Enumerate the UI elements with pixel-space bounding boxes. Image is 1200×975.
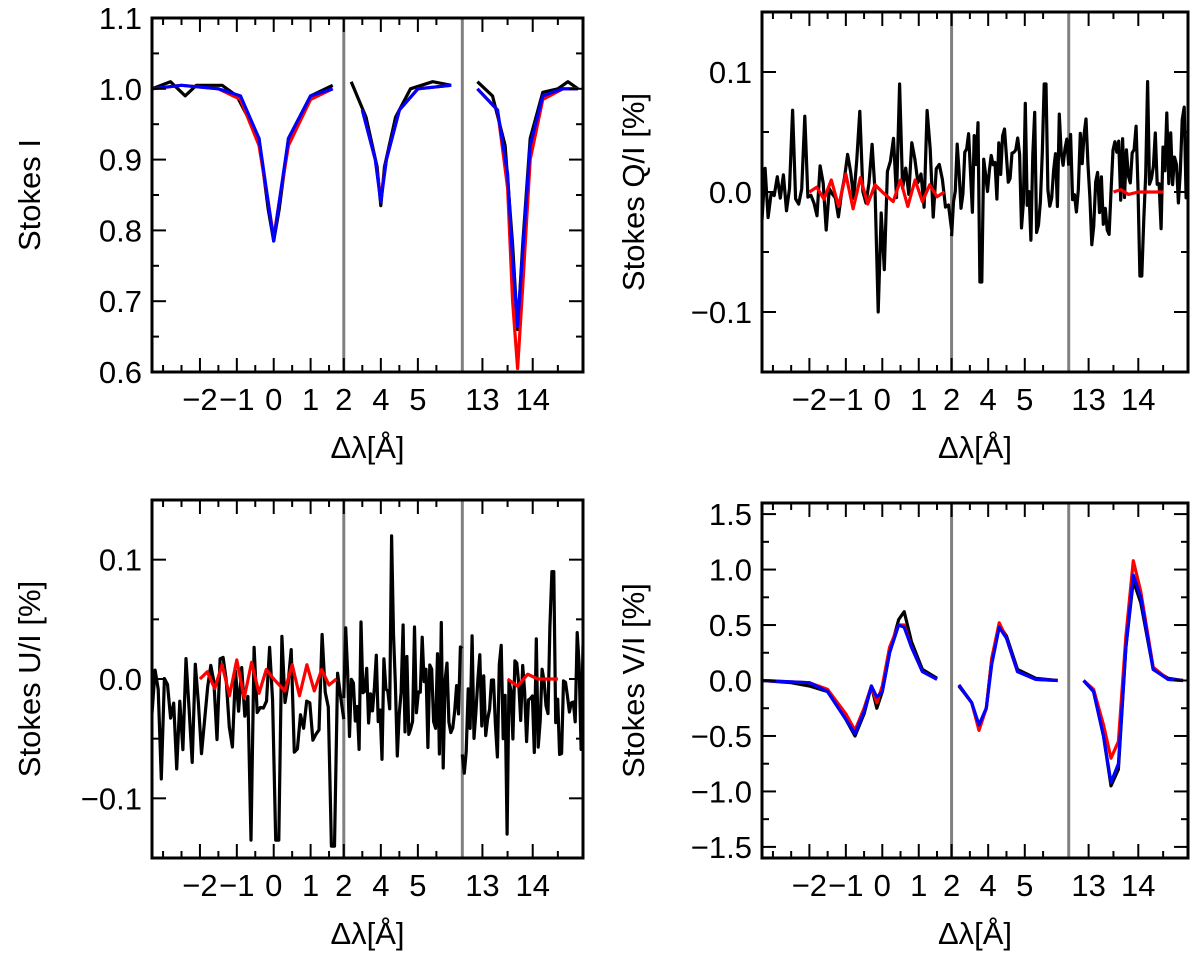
- y-tick-label: −1.0: [691, 774, 752, 809]
- x-tick-label: 14: [1121, 382, 1155, 417]
- x-tick-label: 4: [980, 868, 997, 903]
- series-fit-red: [808, 172, 1164, 211]
- x-tick-label: −1: [828, 868, 863, 903]
- x-tick-label: 0: [265, 868, 282, 903]
- x-tick-label: 13: [465, 382, 499, 417]
- x-tick-label: 2: [943, 868, 960, 903]
- series-group: [762, 559, 1184, 788]
- x-tick-label: 2: [335, 382, 352, 417]
- x-axis-title: Δλ[Å]: [938, 430, 1012, 465]
- y-axis-title: Stokes V/I [%]: [616, 583, 651, 778]
- series-fit-blue: [152, 83, 578, 328]
- y-tick-label: 0.8: [99, 213, 142, 248]
- y-axis-title: Stokes Q/I [%]: [616, 93, 651, 291]
- y-tick-label: 1.1: [99, 1, 142, 36]
- x-tick-label: 13: [1071, 868, 1105, 903]
- y-tick-label: 0.6: [99, 355, 142, 390]
- y-tick-label: 1.0: [99, 72, 142, 107]
- y-tick-label: 0.1: [99, 543, 142, 578]
- panel-stokes-v: −2 −1 0 1 2 4 5 13 14 −1.5 −1.0 −0.5 0.0 0.5 1.0 1.5 Δλ[…: [616, 497, 1190, 951]
- y-tick-label: 0.0: [709, 664, 752, 699]
- x-tick-label: 0: [265, 382, 282, 417]
- x-tick-label: 5: [409, 382, 426, 417]
- x-tick-label: 5: [409, 868, 426, 903]
- y-tick-label: −0.1: [81, 781, 142, 816]
- x-tick-label: 5: [1016, 382, 1033, 417]
- y-tick-label: −1.5: [691, 830, 752, 865]
- y-tick-label: 1.0: [709, 553, 752, 588]
- x-tick-label: 1: [910, 382, 927, 417]
- x-tick-label: 1: [302, 382, 319, 417]
- y-tick-label: 0.0: [99, 662, 142, 697]
- series-group: [762, 80, 1188, 314]
- x-tick-label: −2: [792, 868, 827, 903]
- series-group: [152, 534, 583, 848]
- y-axis-title: Stokes U/I [%]: [12, 581, 47, 777]
- x-tick-label: 13: [465, 868, 499, 903]
- x-axis-title: Δλ[Å]: [330, 916, 404, 951]
- x-tick-label: 0: [874, 382, 891, 417]
- panel-stokes-i: −2 −1 0 1 2 4 5 13 14 0.6 0.7 0.8 0.9 1.0 1.1 Δλ[Å] Stok…: [12, 1, 585, 465]
- y-tick-label: 0.9: [99, 143, 142, 178]
- y-tick-label: 1.5: [709, 497, 752, 532]
- x-tick-label: 14: [515, 868, 549, 903]
- x-tick-label: −1: [828, 382, 863, 417]
- series-fit-red: [152, 83, 578, 371]
- y-tick-label: 0.5: [709, 608, 752, 643]
- y-tick-label: −0.1: [691, 295, 752, 330]
- x-tick-label: 2: [335, 868, 352, 903]
- x-tick-label: 4: [980, 382, 997, 417]
- x-tick-label: 13: [1071, 382, 1105, 417]
- x-tick-label: −2: [792, 382, 827, 417]
- y-tick-label: −0.5: [691, 719, 752, 754]
- x-tick-label: 0: [874, 868, 891, 903]
- x-tick-label: 1: [910, 868, 927, 903]
- series-group: [152, 80, 579, 371]
- x-tick-label: 5: [1016, 868, 1033, 903]
- x-tick-label: 14: [1121, 868, 1155, 903]
- x-tick-label: −1: [219, 868, 254, 903]
- x-tick-label: −2: [182, 382, 217, 417]
- series-fit-red: [198, 658, 558, 700]
- x-axis-title: Δλ[Å]: [330, 430, 404, 465]
- y-tick-label: 0.0: [709, 175, 752, 210]
- y-axis-title: Stokes I: [12, 139, 47, 251]
- x-tick-label: −2: [182, 868, 217, 903]
- panel-stokes-u: −2 −1 0 1 2 4 5 13 14 −0.1 0.0 0.1 Δλ[Å] Stokes U/I […: [12, 498, 585, 951]
- x-tick-label: −1: [219, 382, 254, 417]
- y-tick-label: 0.1: [709, 55, 752, 90]
- panel-stokes-q: −2 −1 0 1 2 4 5 13 14 −0.1 0.0 0.1 Δλ[Å] Stokes Q/I […: [616, 10, 1190, 465]
- x-axis-title: Δλ[Å]: [938, 916, 1012, 951]
- x-tick-label: 14: [515, 382, 549, 417]
- x-tick-label: 4: [372, 868, 389, 903]
- series-observed: [762, 80, 1188, 314]
- x-tick-label: 2: [943, 382, 960, 417]
- series-fit-blue: [762, 573, 1184, 785]
- x-tick-label: 4: [372, 382, 389, 417]
- series-observed: [152, 534, 583, 848]
- x-tick-label: 1: [302, 868, 319, 903]
- y-tick-label: 0.7: [99, 284, 142, 319]
